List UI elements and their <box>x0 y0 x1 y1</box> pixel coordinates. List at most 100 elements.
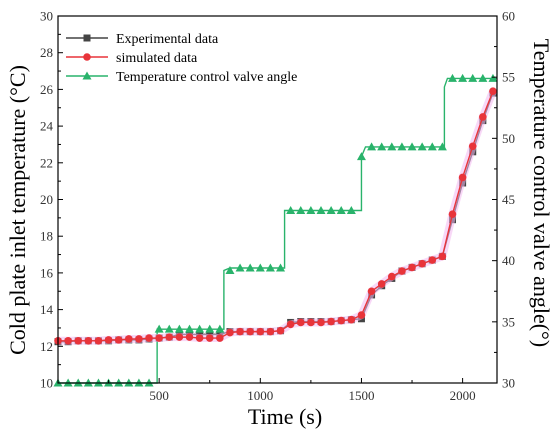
legend: Experimental data simulated data Temperatu… <box>66 32 297 85</box>
data-point <box>438 252 447 261</box>
data-point <box>205 334 214 342</box>
data-point <box>64 336 72 345</box>
y-left-tick-label: 16 <box>40 265 54 280</box>
x-axis-title: Time (s) <box>248 404 322 429</box>
legend-entry: Experimental data <box>66 32 219 47</box>
data-point <box>447 73 457 82</box>
x-tick-label: 2000 <box>450 388 476 403</box>
data-point <box>437 142 447 151</box>
y-right-tick-label: 45 <box>502 192 515 207</box>
data-point <box>226 328 234 337</box>
data-point <box>427 142 437 151</box>
data-point <box>135 335 143 343</box>
data-point <box>367 287 376 296</box>
y-left-tick-label: 20 <box>40 192 53 207</box>
data-point <box>317 318 325 327</box>
data-point <box>417 142 427 151</box>
data-point <box>246 327 254 336</box>
data-point <box>215 324 225 333</box>
y-left-tick-label: 14 <box>40 302 54 317</box>
data-point <box>165 333 174 341</box>
data-point <box>346 206 356 215</box>
legend-marker <box>83 34 91 42</box>
y-left-tick-label: 30 <box>40 9 53 24</box>
data-point <box>216 334 224 342</box>
y-right-axis-title: Temperature control valve angle(°) <box>529 39 550 347</box>
axes-layer: 500 1000 1500 2000 10 12 14 16 18 20 22 24 26 28 30 30 3… <box>40 9 515 404</box>
data-point <box>174 324 184 333</box>
data-point <box>276 263 286 272</box>
legend-marker <box>83 53 91 61</box>
data-point <box>397 142 407 151</box>
data-point <box>184 324 194 333</box>
y-right-tick-label: 30 <box>502 376 515 391</box>
y-right-tick-label: 35 <box>502 314 515 329</box>
data-point <box>125 335 133 343</box>
y-left-tick-label: 12 <box>40 339 53 354</box>
data-point <box>154 324 164 333</box>
data-point <box>458 73 468 82</box>
y-left-tick-label: 26 <box>40 82 54 97</box>
data-point <box>377 142 387 151</box>
data-point <box>306 206 316 215</box>
data-point <box>488 73 498 82</box>
x-tick-label: 1500 <box>348 388 374 403</box>
data-point <box>357 311 366 319</box>
data-point <box>388 272 396 281</box>
legend-marker <box>82 71 92 80</box>
data-point <box>398 267 406 275</box>
data-point <box>458 173 467 182</box>
data-point <box>164 324 174 333</box>
data-point <box>347 315 356 324</box>
legend-label: simulated data <box>116 51 198 66</box>
y-left-tick-label: 22 <box>40 155 53 170</box>
data-point <box>327 317 335 326</box>
y-left-tick-label: 18 <box>40 229 53 244</box>
data-point <box>428 256 437 264</box>
y-left-tick-label: 24 <box>40 119 54 134</box>
y-left-tick-label: 10 <box>40 376 53 391</box>
y-right-tick-label: 60 <box>502 9 515 24</box>
y-right-tick-label: 50 <box>502 131 515 146</box>
y-left-tick-label: 28 <box>40 45 53 60</box>
data-point <box>336 206 346 215</box>
data-point <box>266 327 275 336</box>
data-point <box>94 336 103 345</box>
data-point <box>489 87 497 96</box>
data-point <box>256 327 265 336</box>
series-simulated <box>54 87 497 345</box>
y-right-tick-label: 40 <box>502 253 515 268</box>
data-point <box>235 263 245 272</box>
data-point <box>175 333 184 341</box>
data-point <box>356 152 366 161</box>
data-point <box>104 336 113 344</box>
data-point <box>478 73 488 82</box>
data-point <box>236 327 244 336</box>
data-point <box>296 206 306 215</box>
legend-entry: Temperature control valve angle <box>66 70 297 85</box>
data-point <box>276 326 285 335</box>
data-point <box>337 316 346 325</box>
data-point <box>255 263 265 272</box>
data-point <box>195 334 204 342</box>
data-point <box>326 206 336 215</box>
data-point <box>316 206 326 215</box>
data-point <box>84 336 93 345</box>
y-right-tick-label: 55 <box>502 70 515 85</box>
data-point <box>225 265 235 274</box>
series-valve-angle <box>53 73 498 387</box>
data-point <box>265 263 275 272</box>
data-point <box>205 324 215 333</box>
data-point <box>245 263 255 272</box>
data-point <box>468 142 477 151</box>
data-point <box>195 324 205 333</box>
x-tick-label: 500 <box>149 388 169 403</box>
data-point <box>145 334 153 342</box>
data-point <box>307 318 315 327</box>
y-left-axis-title: Cold plate inlet temperature (°C) <box>5 65 30 355</box>
data-point <box>377 280 386 288</box>
legend-label: Experimental data <box>116 32 219 47</box>
x-tick-label: 1000 <box>247 388 273 403</box>
